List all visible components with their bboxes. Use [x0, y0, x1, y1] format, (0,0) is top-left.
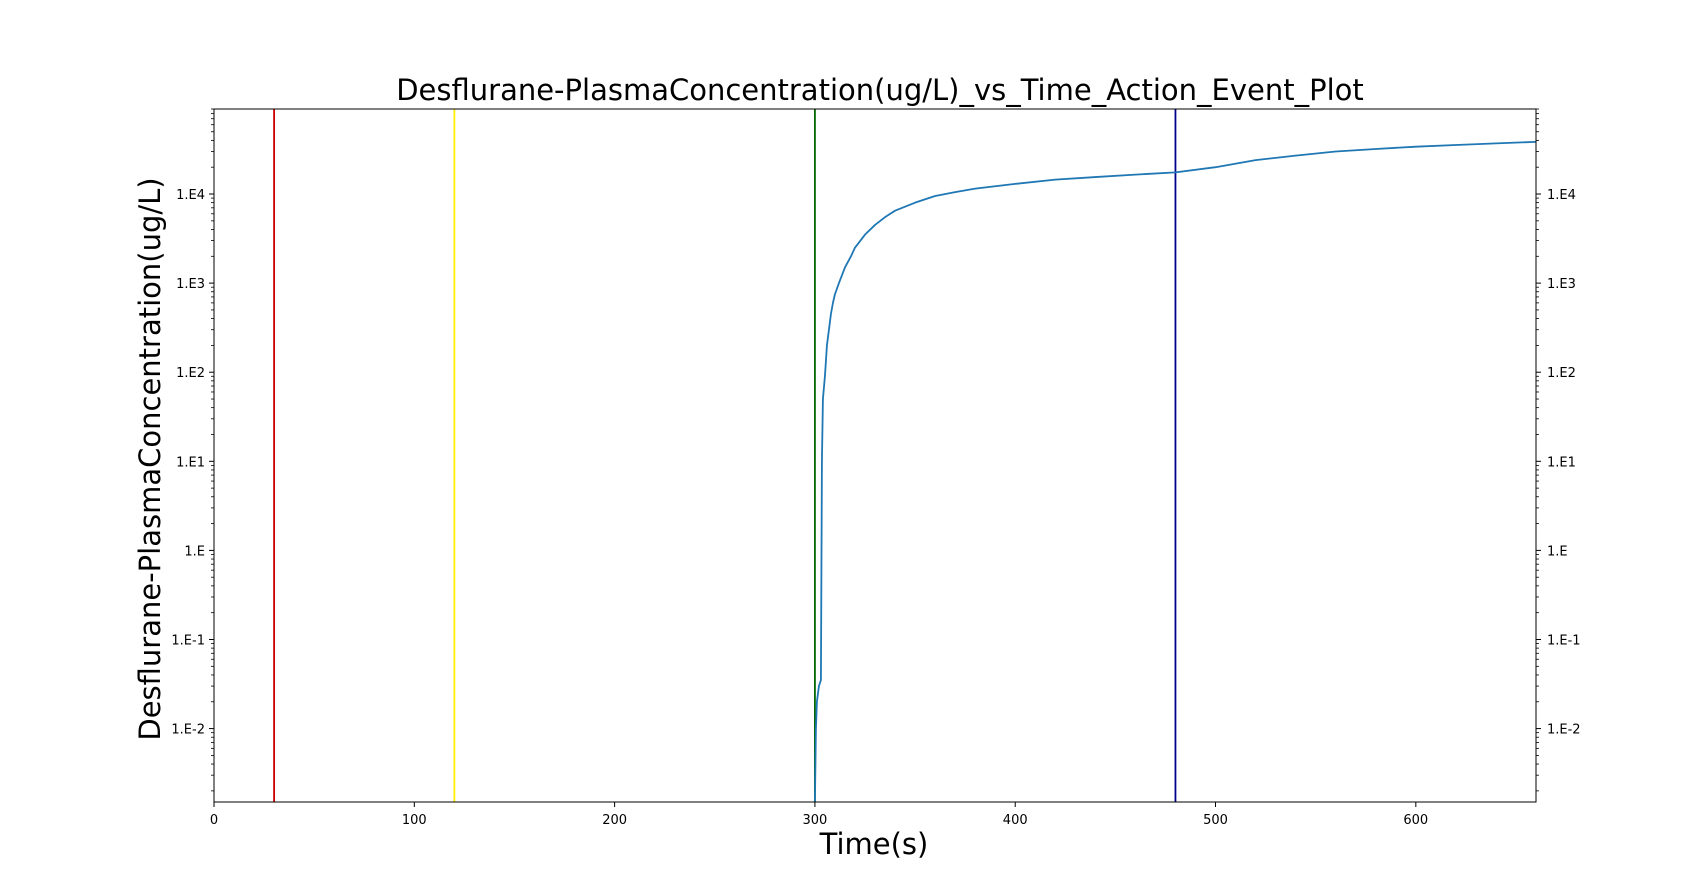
chart-title: Desflurane-PlasmaConcentration(ug/L)_vs_… — [396, 73, 1364, 107]
y-tick-label-right-1: 1.E-1 — [1547, 633, 1581, 648]
x-tick-label-3: 300 — [802, 813, 827, 828]
y-tick-label-left-3: 1.E1 — [176, 455, 205, 470]
y-tick-label-right-4: 1.E2 — [1547, 366, 1576, 381]
y-tick-label-right-6: 1.E4 — [1547, 188, 1576, 203]
y-tick-label-left-0: 1.E-2 — [171, 723, 205, 738]
x-tick-label-1: 100 — [402, 813, 427, 828]
y-tick-label-left-4: 1.E2 — [176, 366, 205, 381]
y-tick-label-right-5: 1.E3 — [1547, 277, 1576, 292]
y-tick-label-right-0: 1.E-2 — [1547, 723, 1581, 738]
y-axis-label: Desflurane-PlasmaConcentration(ug/L) — [133, 177, 167, 740]
y-tick-label-right-3: 1.E1 — [1547, 455, 1576, 470]
y-tick-label-left-5: 1.E3 — [176, 277, 205, 292]
plot-area: 0 100 200 300 400 500 600 1.E-2 1.E-2 1.E-1 1.E-1 1… — [171, 108, 1581, 828]
x-tick-label-5: 500 — [1203, 813, 1228, 828]
series-line-0 — [814, 140, 1536, 802]
x-tick-label-6: 600 — [1403, 813, 1428, 828]
x-axis-label: Time(s) — [819, 827, 929, 861]
y-tick-label-right-2: 1.E — [1547, 544, 1568, 559]
x-tick-label-4: 400 — [1003, 813, 1028, 828]
x-tick-label-0: 0 — [210, 813, 218, 828]
x-tick-label-2: 200 — [602, 813, 627, 828]
y-tick-label-left-6: 1.E4 — [176, 188, 205, 203]
plot-frame — [213, 108, 1537, 803]
y-tick-label-left-2: 1.E — [184, 544, 205, 559]
y-tick-label-left-1: 1.E-1 — [171, 633, 205, 648]
